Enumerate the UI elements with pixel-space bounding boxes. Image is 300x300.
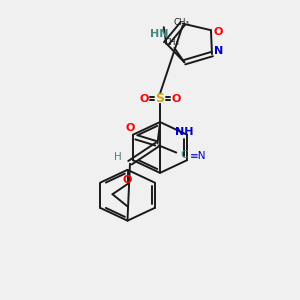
Text: CH₃: CH₃ [164,38,180,47]
Text: ≡N: ≡N [190,151,206,160]
Text: NH: NH [175,127,194,137]
Text: CH₃: CH₃ [174,18,190,27]
Text: O: O [139,94,148,103]
Text: O: O [125,123,135,133]
Text: S: S [155,92,164,105]
Text: O: O [214,27,223,37]
Text: O: O [123,175,132,185]
Text: N: N [214,46,223,56]
Text: HN: HN [150,29,169,39]
Text: C: C [180,150,188,160]
Text: H: H [114,152,122,162]
Text: O: O [172,94,181,103]
